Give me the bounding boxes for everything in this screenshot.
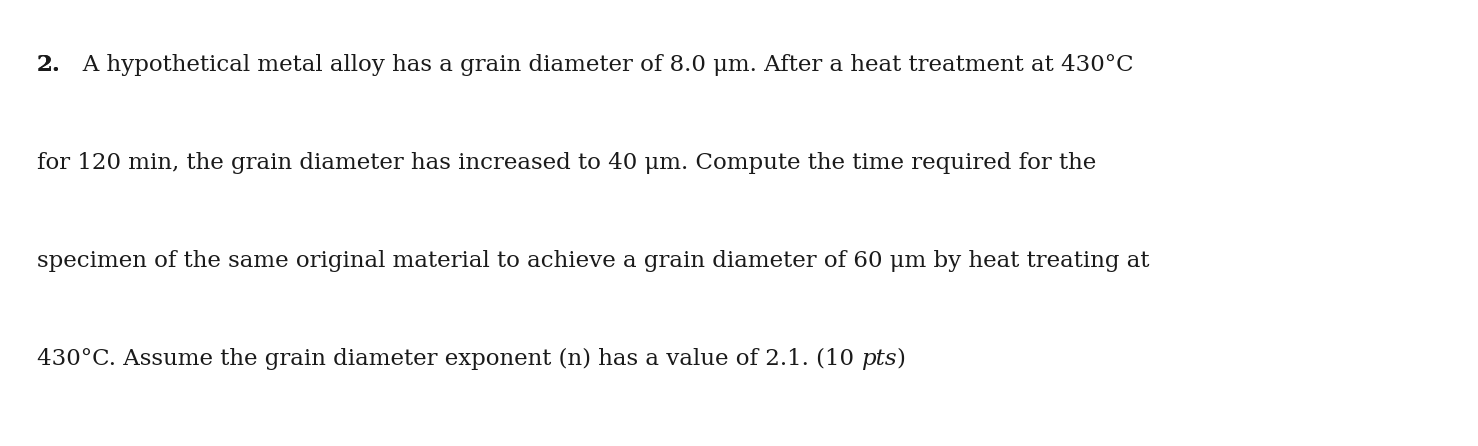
Text: for 120 min, the grain diameter has increased to 40 μm. Compute the time require: for 120 min, the grain diameter has incr…: [37, 152, 1097, 173]
Text: 2.: 2.: [37, 54, 61, 75]
Text: 430°C. Assume the grain diameter exponent (n) has a value of 2.1. (10: 430°C. Assume the grain diameter exponen…: [37, 348, 862, 370]
Text: specimen of the same original material to achieve a grain diameter of 60 μm by h: specimen of the same original material t…: [37, 250, 1150, 272]
Text: 2.: 2.: [37, 54, 61, 75]
Text: ): ): [897, 348, 906, 370]
Text: pts: pts: [862, 348, 897, 370]
Text: A hypothetical metal alloy has a grain diameter of 8.0 μm. After a heat treatmen: A hypothetical metal alloy has a grain d…: [61, 54, 1134, 75]
